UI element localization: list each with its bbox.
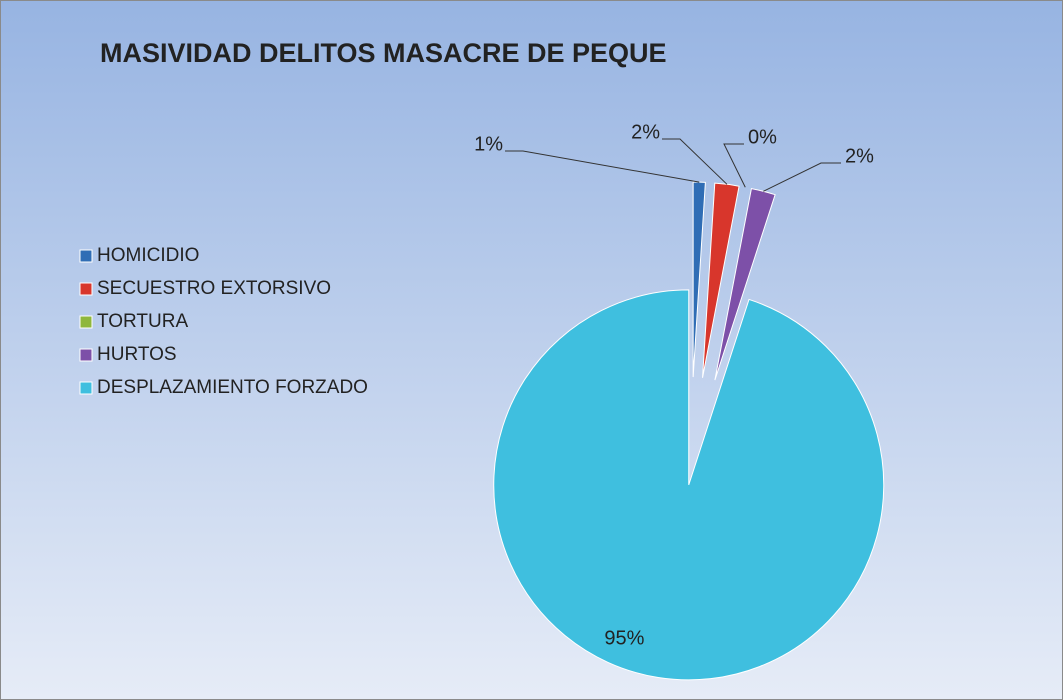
legend-label: DESPLAZAMIENTO FORZADO [97, 377, 368, 398]
pie-slice [714, 188, 776, 381]
data-label: 1% [474, 133, 503, 155]
legend-swatch [79, 348, 93, 362]
data-label: 2% [631, 121, 660, 143]
legend-label: SECUESTRO EXTORSIVO [97, 278, 331, 299]
legend-label: HURTOS [97, 344, 177, 365]
data-label: 2% [845, 145, 874, 167]
leader-line [662, 138, 728, 185]
legend-swatch [79, 249, 93, 263]
data-label: 95% [604, 627, 644, 649]
legend-swatch [79, 315, 93, 329]
data-label: 0% [748, 126, 777, 148]
pie-slice [493, 289, 885, 681]
chart-title: MASIVIDAD DELITOS MASACRE DE PEQUE [100, 38, 667, 68]
legend-swatch [79, 381, 93, 395]
legend-label: TORTURA [97, 311, 188, 332]
leader-line [763, 162, 841, 192]
leader-line [723, 143, 746, 188]
leader-line [505, 150, 700, 183]
legend-label: HOMICIDIO [97, 245, 199, 266]
legend-swatch [79, 282, 93, 296]
